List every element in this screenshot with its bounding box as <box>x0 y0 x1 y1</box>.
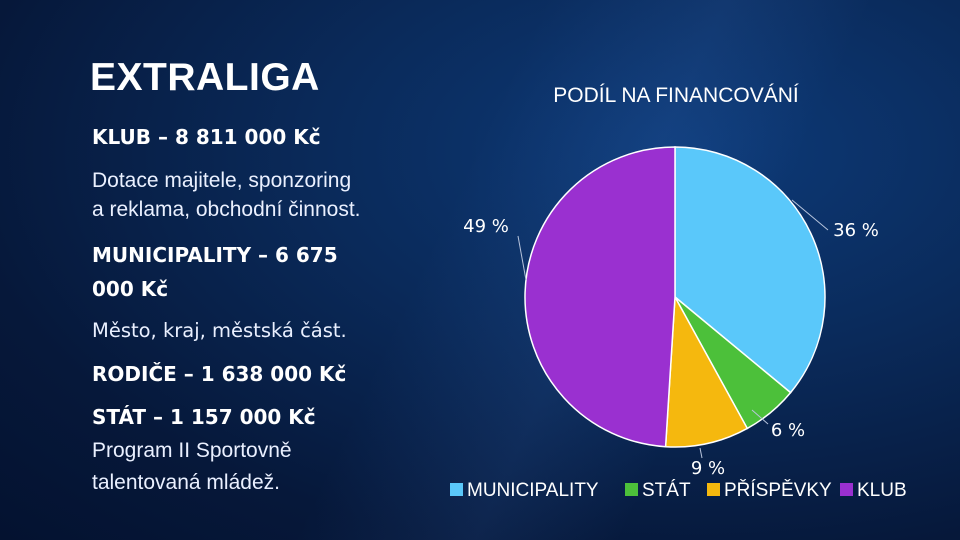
data-labels: 36 % 6 % 9 % 49 % <box>463 216 879 479</box>
legend-item-klub: KLUB <box>840 480 907 501</box>
legend-label-stát: STÁT <box>642 480 691 501</box>
klub-desc-line-1: Dotace majitele, sponzoring <box>92 169 352 192</box>
pie-slice-municipality <box>674 146 826 394</box>
pie-slice-klub <box>524 146 676 448</box>
legend-label-příspěvky: PŘÍSPĚVKY <box>724 479 832 501</box>
data-label-municipality: 36 % <box>833 220 879 241</box>
municipality-desc: Město, kraj, městská část. <box>92 319 347 342</box>
legend-item-municipality: MUNICIPALITY <box>450 480 599 501</box>
leader-line-klub <box>517 235 527 281</box>
legend-swatch-příspěvky <box>707 483 720 496</box>
pie-chart: PODÍL NA FINANCOVÁNÍ 36 % 6 % 9 % 49 % MUNI… <box>450 84 907 501</box>
leader-line-příspěvky <box>699 447 703 459</box>
pie-slice-příspěvky <box>664 294 749 448</box>
legend-item-stát: STÁT <box>625 480 691 501</box>
klub-desc-line-2: a reklama, obchodní činnost. <box>92 198 361 221</box>
leader-line-municipality <box>791 199 829 231</box>
pie-slices <box>524 146 826 448</box>
municipality-heading-line-1: MUNICIPALITY – 6 675 <box>92 243 338 267</box>
data-label-klub: 49 % <box>463 216 509 237</box>
slide-title: EXTRALIGA <box>90 56 320 99</box>
leader-line-stát <box>751 409 769 425</box>
legend-swatch-klub <box>840 483 853 496</box>
data-label-stát: 6 % <box>771 420 805 441</box>
klub-heading: KLUB – 8 811 000 Kč <box>92 125 321 149</box>
stat-desc-line-1: Program II Sportovně <box>92 439 292 462</box>
stat-desc-line-2: talentovaná mládež. <box>92 471 280 494</box>
legend-label-klub: KLUB <box>857 480 907 501</box>
legend-label-municipality: MUNICIPALITY <box>467 480 599 501</box>
legend-swatch-municipality <box>450 483 463 496</box>
legend-item-příspěvky: PŘÍSPĚVKY <box>707 479 832 501</box>
municipality-heading-line-2: 000 Kč <box>92 277 169 301</box>
leader-lines <box>517 199 829 459</box>
legend-swatch-stát <box>625 483 638 496</box>
rodice-heading: RODIČE – 1 638 000 Kč <box>92 362 347 386</box>
data-label-příspěvky: 9 % <box>691 458 725 479</box>
chart-legend: MUNICIPALITY STÁT PŘÍSPĚVKY KLUB <box>450 479 907 501</box>
chart-title: PODÍL NA FINANCOVÁNÍ <box>553 84 799 107</box>
stat-heading: STÁT – 1 157 000 Kč <box>92 405 316 429</box>
